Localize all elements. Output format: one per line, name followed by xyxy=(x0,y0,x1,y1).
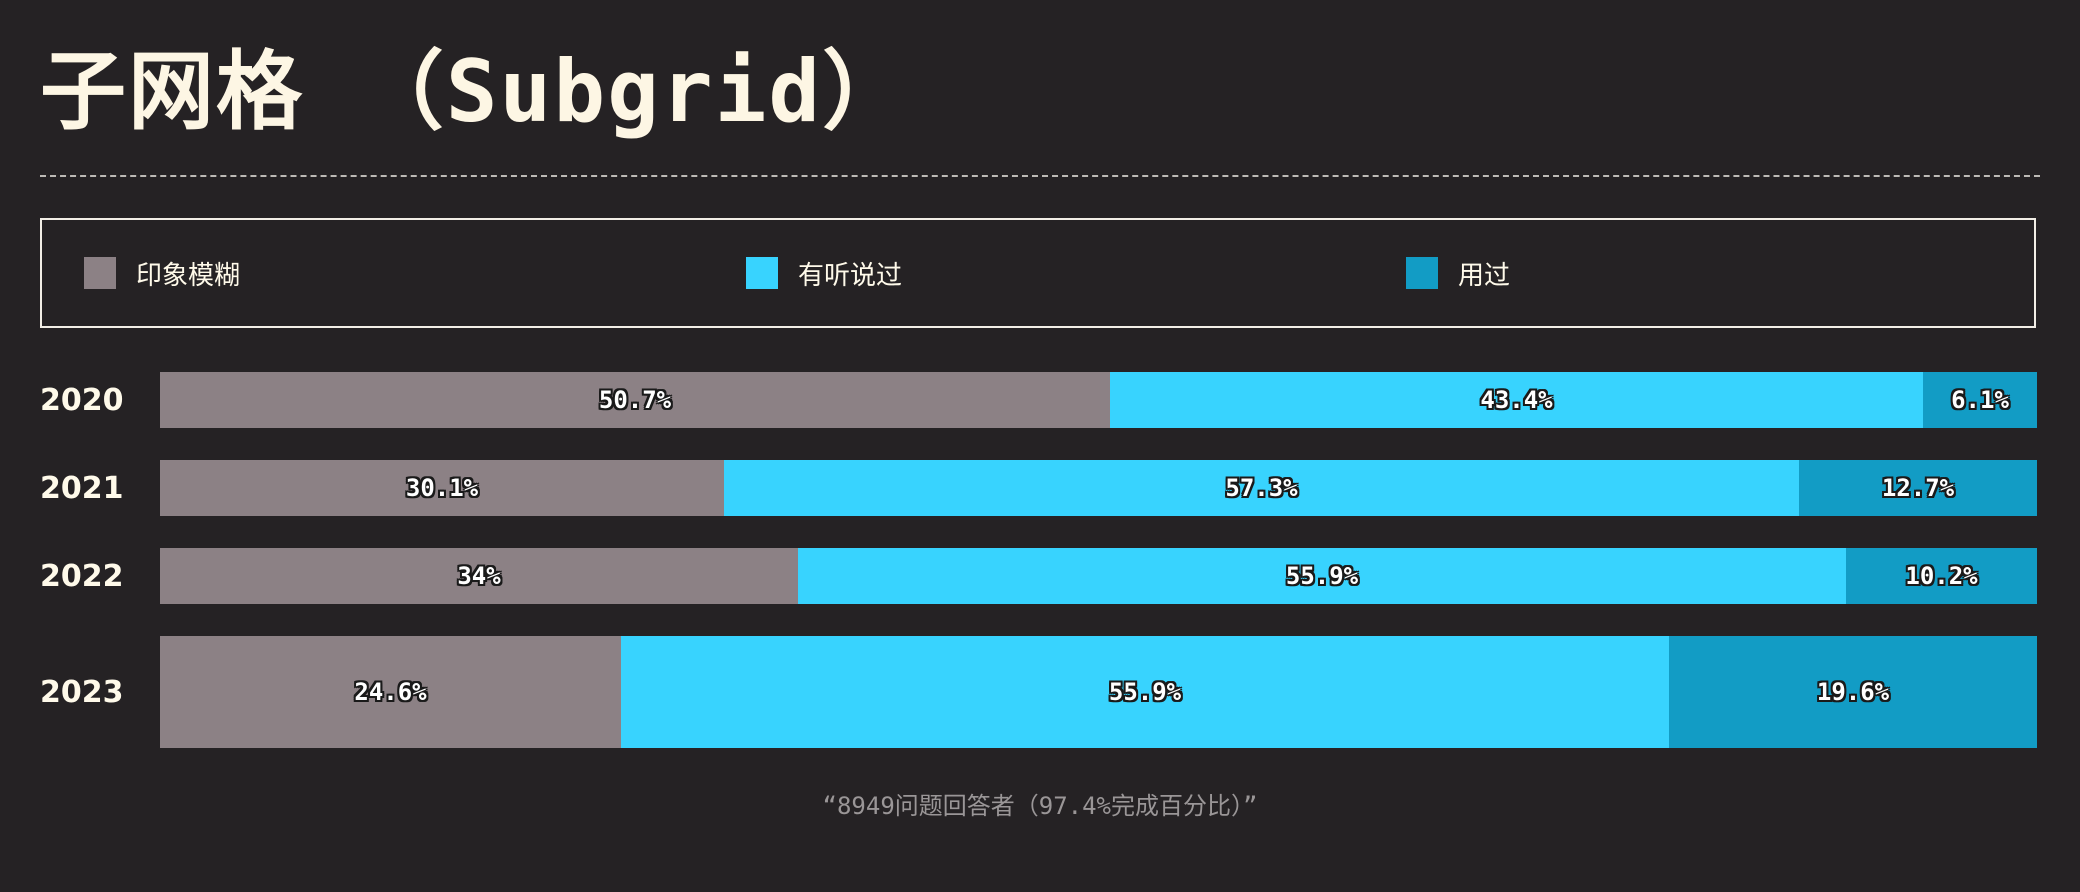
row-label-2021: 2021 xyxy=(40,470,124,506)
data-label-2020-heard: 43.4% xyxy=(1480,386,1553,414)
data-label-2020-vague: 50.7% xyxy=(598,386,672,414)
bar-segment-2022-used: 10.2% xyxy=(1846,548,2037,604)
bar-segment-2020-vague: 50.7% xyxy=(160,372,1110,428)
data-label-2023-vague: 24.6% xyxy=(354,678,427,706)
bar-segment-2020-used: 6.1% xyxy=(1923,372,2037,428)
data-label-2022-heard: 55.9% xyxy=(1285,562,1359,590)
row-label-2023: 2023 xyxy=(40,674,124,710)
data-label-2022-vague: 34% xyxy=(457,562,501,590)
data-label-2021-heard: 57.3% xyxy=(1225,474,1298,502)
legend-label-used: 用过 xyxy=(1458,260,1511,291)
legend-label-heard: 有听说过 xyxy=(798,260,903,291)
title-divider xyxy=(40,175,2040,177)
data-label-2023-used: 19.6% xyxy=(1816,678,1890,706)
chart-legend: 印象模糊 有听说过 用过 xyxy=(40,218,2036,328)
bar-segment-2021-vague: 30.1% xyxy=(160,460,724,516)
data-label-2021-vague: 30.1% xyxy=(405,474,479,502)
page-title: 子网格 （Subgrid） xyxy=(40,41,911,142)
bar-segment-2022-vague: 34% xyxy=(160,548,798,604)
bar-segment-2020-heard: 43.4% xyxy=(1110,372,1923,428)
data-label-2022-used: 10.2% xyxy=(1905,562,1978,590)
legend-label-vague: 印象模糊 xyxy=(136,260,241,291)
bar-segment-2021-heard: 57.3% xyxy=(724,460,1799,516)
data-label-2020-used: 6.1% xyxy=(1951,386,2009,414)
data-label-2021-used: 12.7% xyxy=(1881,474,1955,502)
legend-item-heard: 有听说过 xyxy=(746,220,902,326)
bar-segment-2022-heard: 55.9% xyxy=(798,548,1846,604)
data-label-2023-heard: 55.9% xyxy=(1108,678,1182,706)
legend-item-vague: 印象模糊 xyxy=(84,220,240,326)
legend-swatch-heard xyxy=(746,257,778,289)
legend-swatch-used xyxy=(1406,257,1438,289)
row-label-2022: 2022 xyxy=(40,558,124,594)
bar-segment-2023-vague: 24.6% xyxy=(160,636,621,748)
bar-segment-2023-heard: 55.9% xyxy=(621,636,1669,748)
legend-swatch-vague xyxy=(84,257,116,289)
bar-segment-2021-used: 12.7% xyxy=(1799,460,2037,516)
legend-item-used: 用过 xyxy=(1406,220,1510,326)
bar-segment-2023-used: 19.6% xyxy=(1669,636,2037,748)
chart-caption: “8949问题回答者（97.4%完成百分比）” xyxy=(822,792,1258,820)
row-label-2020: 2020 xyxy=(40,382,124,418)
